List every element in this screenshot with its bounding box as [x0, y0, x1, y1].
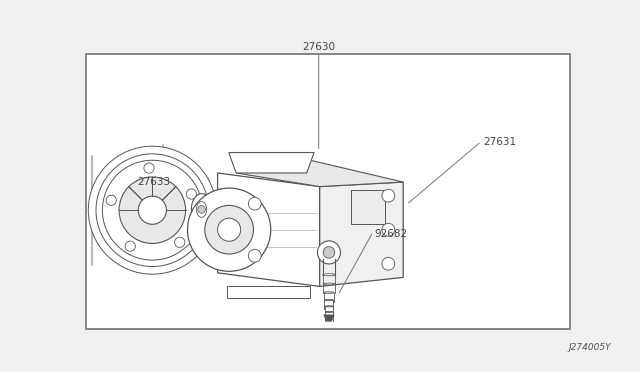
Ellipse shape [125, 241, 136, 251]
Ellipse shape [324, 292, 334, 294]
Ellipse shape [317, 241, 340, 264]
Text: 27633: 27633 [138, 177, 171, 187]
Text: 27631: 27631 [483, 137, 516, 147]
Ellipse shape [196, 202, 207, 217]
Ellipse shape [119, 177, 186, 243]
Polygon shape [227, 286, 310, 298]
Text: J274005Y: J274005Y [568, 343, 611, 352]
Ellipse shape [198, 206, 205, 213]
Polygon shape [320, 182, 403, 286]
Polygon shape [236, 158, 403, 187]
Ellipse shape [218, 218, 241, 241]
Polygon shape [324, 315, 334, 321]
Ellipse shape [186, 189, 196, 199]
Ellipse shape [175, 237, 185, 247]
Ellipse shape [323, 247, 335, 258]
Polygon shape [218, 173, 320, 286]
Ellipse shape [191, 194, 212, 225]
Ellipse shape [323, 283, 335, 285]
Ellipse shape [382, 223, 395, 236]
Text: 27630: 27630 [302, 42, 335, 51]
Ellipse shape [382, 257, 395, 270]
Ellipse shape [102, 160, 202, 260]
Ellipse shape [138, 196, 166, 224]
Text: 92682: 92682 [374, 230, 408, 239]
Ellipse shape [96, 154, 209, 266]
Polygon shape [351, 190, 385, 224]
Ellipse shape [382, 189, 395, 202]
Ellipse shape [88, 146, 216, 274]
Ellipse shape [188, 188, 271, 271]
Ellipse shape [248, 249, 261, 262]
Ellipse shape [324, 299, 333, 301]
Ellipse shape [106, 195, 116, 205]
Ellipse shape [205, 205, 253, 254]
Ellipse shape [248, 197, 261, 210]
Polygon shape [228, 153, 314, 173]
Ellipse shape [325, 306, 333, 307]
Ellipse shape [325, 311, 333, 312]
Ellipse shape [144, 163, 154, 173]
Ellipse shape [323, 274, 335, 276]
Bar [86, 54, 570, 329]
